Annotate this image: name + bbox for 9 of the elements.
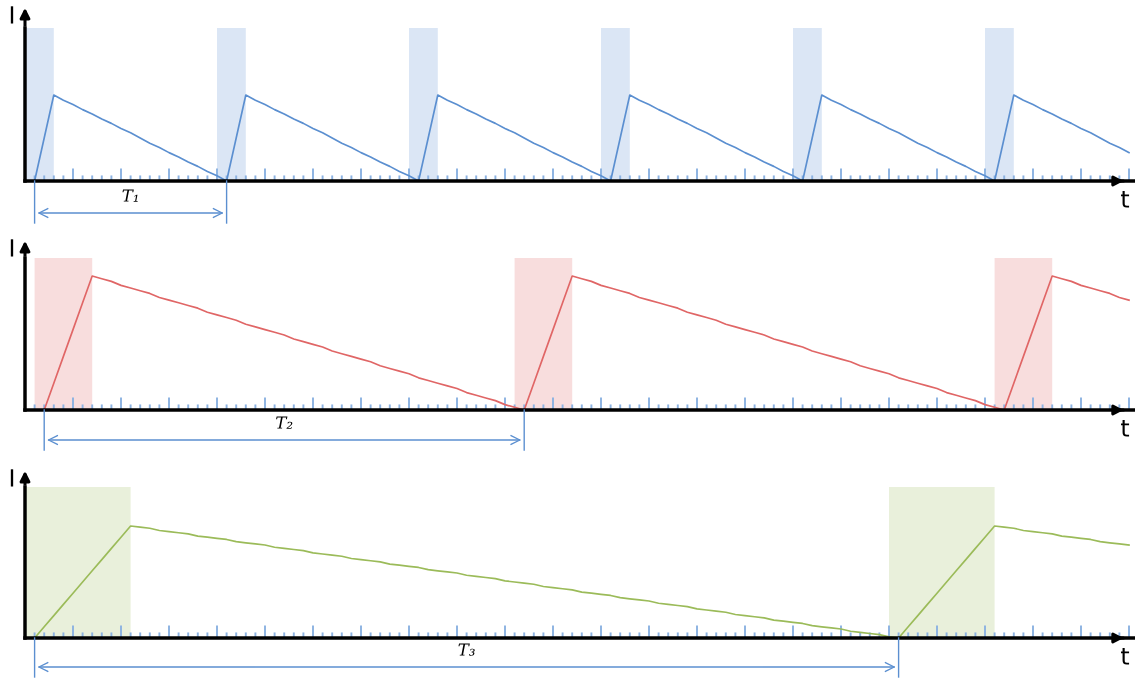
y-axis-title: I <box>10 239 14 257</box>
text: T₂ <box>276 416 293 429</box>
y-axis-title: I <box>10 6 14 24</box>
x-axis-title: t <box>1121 647 1130 665</box>
x-axis-title: t <box>1121 419 1130 437</box>
text: T₁ <box>122 189 138 202</box>
y-axis-title: I <box>10 469 14 487</box>
x-axis-title: t <box>1121 190 1130 208</box>
text: T₃ <box>458 643 475 656</box>
